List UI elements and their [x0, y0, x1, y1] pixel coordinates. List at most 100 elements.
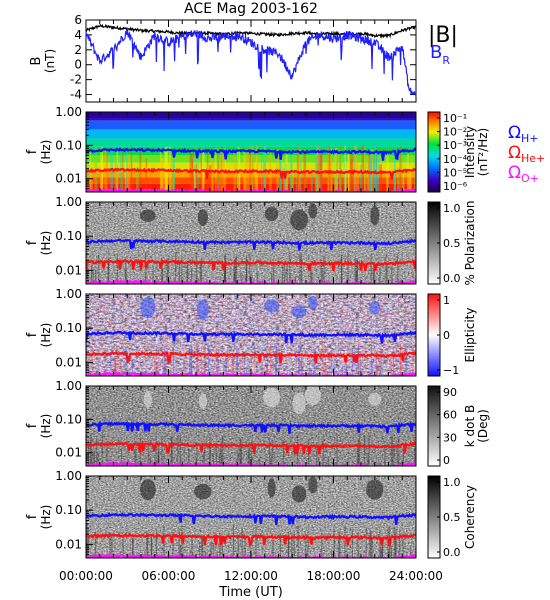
intensity-streak: [329, 155, 333, 192]
intensity-streak: [409, 164, 412, 192]
wave-event-patch: [290, 209, 309, 231]
spectrogram-streak: [402, 448, 405, 466]
spectrogram-streak: [158, 455, 160, 466]
spectrogram-streak: [175, 253, 177, 284]
spectrogram-streak: [217, 357, 219, 376]
spectrogram-streak: [393, 448, 395, 466]
colorbar-label: 10⁻⁶: [443, 180, 468, 193]
x-tick-label: 00:00:00: [59, 569, 113, 583]
spectrogram-streak: [387, 527, 389, 558]
spectrogram-streak: [352, 348, 354, 376]
gyro-line-heplus: [86, 440, 416, 455]
spectrogram-streak: [392, 356, 394, 376]
spectrogram-ylabel: f: [25, 423, 40, 428]
spectrogram-streak: [162, 366, 164, 376]
intensity-streak: [161, 158, 164, 192]
spectrogram-streak: [249, 253, 251, 284]
spectrogram-streak: [367, 453, 369, 466]
spectrogram-x-ticks: [85, 112, 417, 192]
field-ylabel: B: [29, 57, 44, 66]
spectrogram-streak: [271, 272, 273, 284]
spectrogram-image-intensity: [86, 112, 416, 192]
spectrogram-streak: [286, 267, 288, 284]
intensity-streak: [220, 146, 223, 192]
gyro-line-hplus: [86, 238, 416, 251]
spectrogram-streak: [370, 529, 372, 558]
intensity-streak: [194, 164, 198, 192]
field-ytick-label: 4: [74, 28, 82, 42]
spectrogram-streak: [243, 358, 245, 376]
spectrogram-streak: [393, 347, 395, 376]
spectrogram-streak: [287, 535, 290, 558]
spectrogram-streak: [398, 436, 400, 466]
spectrogram-streak: [224, 263, 227, 284]
field-ytick-label: 2: [74, 43, 82, 57]
intensity-streak: [335, 165, 338, 192]
spectrogram-streak: [125, 347, 127, 376]
intensity-streak: [310, 168, 313, 192]
spectrogram-streak: [215, 442, 217, 466]
spectrogram-image-coherency: [86, 476, 416, 558]
spectrogram-streak: [272, 440, 274, 466]
field-ytick-label: 0: [74, 58, 82, 72]
wave-event-patch: [292, 392, 306, 415]
spectrogram-streak: [298, 344, 300, 376]
spectrogram-streak: [90, 459, 92, 466]
legend-omega-o-sub: O+: [521, 172, 539, 185]
colorbar-label: 90: [443, 386, 457, 399]
spectrogram-streak: [402, 538, 404, 558]
wave-event-patch: [196, 299, 209, 320]
spectrogram-streak: [365, 527, 367, 558]
legend-omega-h-symbol: Ω: [508, 123, 521, 143]
spectrogram-streak: [163, 346, 165, 376]
spectrogram-streak: [297, 525, 299, 558]
spectrogram-yunit: (Hz): [39, 505, 53, 530]
spectrogram-streak: [239, 438, 241, 466]
intensity-streak: [235, 156, 237, 192]
intensity-streak: [333, 156, 336, 192]
spectrogram-streak: [125, 258, 127, 284]
intensity-streak: [360, 164, 363, 192]
spectrogram-streak: [346, 366, 348, 376]
intensity-streak: [261, 155, 263, 192]
spectrogram-streak: [339, 531, 341, 558]
spectrogram-ylabel: f: [25, 332, 40, 337]
intensity-streak: [116, 151, 119, 192]
spectrogram-streak: [98, 254, 100, 284]
spectrogram-streak: [236, 353, 238, 376]
spectrogram-streak: [225, 358, 227, 376]
spectrogram-streak: [273, 261, 275, 284]
spectrogram-streak: [301, 365, 304, 376]
spectrogram-ytick-label: 0.10: [55, 412, 82, 426]
spectrogram-streak: [298, 350, 300, 376]
colorbar-title: Coherency: [463, 485, 477, 549]
spectrogram-streak: [167, 258, 169, 284]
spectrogram-streak: [87, 527, 89, 558]
x-tick-label: 18:00:00: [307, 569, 361, 583]
spectrogram-streak: [381, 541, 383, 558]
colorbar-label: 60: [443, 409, 457, 422]
spectrogram-streak: [321, 533, 323, 558]
colorbar-unit: (nT²/Hz): [476, 128, 490, 176]
spectrogram-streak: [356, 260, 358, 284]
spectrogram-streak: [412, 346, 414, 376]
spectrogram-streak: [307, 530, 309, 558]
intensity-streak: [296, 155, 298, 192]
spectrogram-streak: [116, 345, 118, 376]
spectrogram-streak: [413, 437, 416, 466]
intensity-streak: [410, 152, 412, 192]
spectrogram-streak: [240, 273, 242, 284]
spectrogram-panels: 1.000.100.01f (Hz)10⁻¹10⁻²10⁻³10⁻⁴10⁻⁵10⁻…: [25, 105, 490, 559]
spectrogram-streak: [244, 536, 246, 558]
spectrogram-streak: [358, 434, 361, 466]
spectrogram-streak: [327, 457, 329, 466]
spectrogram-streak: [207, 346, 210, 376]
spectrogram-streak: [384, 443, 386, 466]
spectrogram-streak: [150, 535, 152, 558]
intensity-band: [86, 162, 416, 171]
spectrogram-streak: [282, 439, 285, 466]
intensity-streak: [114, 157, 118, 192]
spectrogram-streak: [97, 452, 99, 466]
spectrogram-ytick-label: 1.00: [55, 105, 82, 119]
